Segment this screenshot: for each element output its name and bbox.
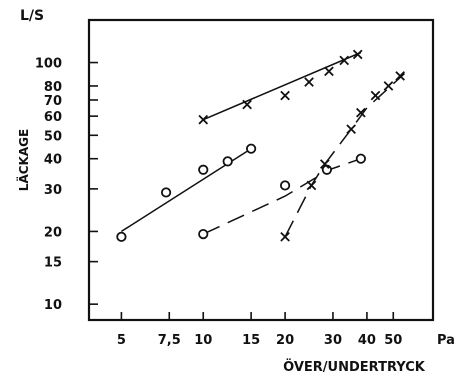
x-unit-label: Pa <box>437 333 455 348</box>
x-tick-label: 20 <box>276 333 294 348</box>
data-point-circle <box>198 228 209 240</box>
data-point-cross <box>242 99 252 110</box>
series-3-line <box>202 157 362 235</box>
y-tick-label: 50 <box>44 129 62 144</box>
data-point-cross <box>280 90 290 101</box>
data-point-cross <box>395 71 405 81</box>
data-point-cross <box>339 55 350 66</box>
series-1-line <box>202 51 362 121</box>
x-tick-label: 10 <box>194 333 212 348</box>
data-point-cross <box>319 159 330 169</box>
y-axis-title: LÄCKAGE <box>16 129 31 191</box>
x-tick-label: 7,5 <box>158 333 181 348</box>
series-4 <box>280 71 406 242</box>
series-4-line <box>284 73 406 238</box>
data-point-circle <box>246 143 257 154</box>
data-point-cross <box>324 66 334 77</box>
series-3 <box>198 153 366 240</box>
series-2 <box>116 143 257 242</box>
x-tick-label: 30 <box>324 333 342 348</box>
y-tick-label: 20 <box>44 225 62 240</box>
data-point-circle <box>355 153 366 164</box>
y-tick-label: 100 <box>35 57 62 72</box>
data-point-cross <box>280 231 290 242</box>
x-tick-label: 50 <box>384 333 402 348</box>
data-point-cross <box>370 90 381 101</box>
data-series <box>116 49 406 242</box>
series-1 <box>198 49 363 125</box>
x-tick-label: 15 <box>242 333 260 348</box>
y-tick-label: 80 <box>44 80 62 95</box>
data-point-circle <box>279 180 291 191</box>
data-point-circle <box>222 156 233 167</box>
y-unit-label: L/S <box>20 8 44 24</box>
data-point-cross <box>306 180 317 191</box>
data-point-circle <box>160 187 172 198</box>
x-axis-title: ÖVER/UNDERTRYCK <box>283 359 426 375</box>
y-tick-label: 60 <box>44 110 62 125</box>
y-tick-label: 15 <box>44 256 62 271</box>
data-point-cross <box>198 114 209 125</box>
data-point-cross <box>352 49 363 60</box>
data-point-cross <box>383 81 394 91</box>
x-tick-label: 40 <box>358 333 376 348</box>
data-point-cross <box>356 107 366 118</box>
y-tick-label: 40 <box>44 153 62 168</box>
plot-frame <box>87 18 435 322</box>
y-tick-label: 70 <box>44 94 62 109</box>
data-point-circle <box>116 231 127 242</box>
y-tick-label: 10 <box>44 298 62 313</box>
x-tick-label: 5 <box>117 333 126 348</box>
y-tick-label: 30 <box>44 183 62 198</box>
data-point-circle <box>198 164 209 175</box>
data-point-cross <box>346 124 356 135</box>
data-point-cross <box>304 77 314 87</box>
